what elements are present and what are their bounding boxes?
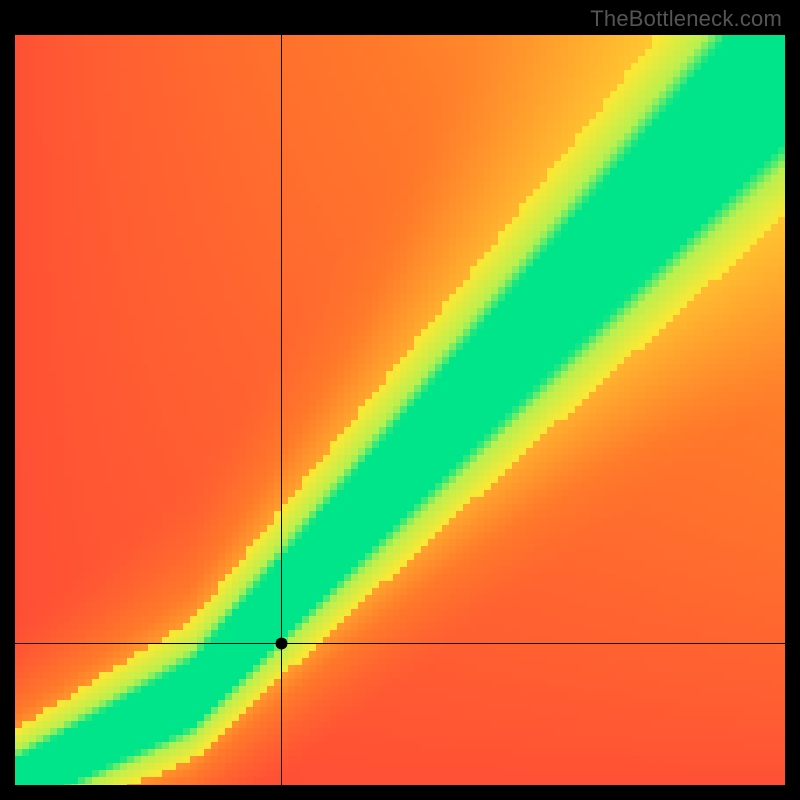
watermark-text: TheBottleneck.com — [590, 6, 782, 32]
chart-container: TheBottleneck.com — [0, 0, 800, 800]
bottleneck-heatmap — [15, 35, 785, 785]
